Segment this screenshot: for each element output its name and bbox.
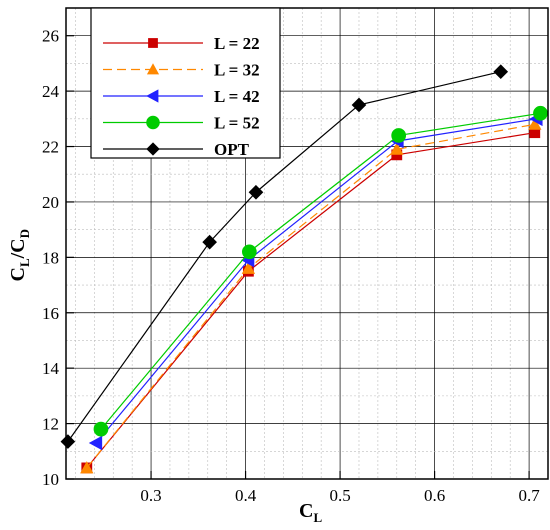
y-tick-label: 16	[42, 304, 59, 323]
plot-frame	[65, 7, 549, 480]
marker-diamond	[202, 234, 217, 250]
marker-triangle-up	[80, 461, 94, 474]
legend-label: OPT	[214, 140, 250, 159]
series-line	[86, 132, 535, 469]
y-axis-title-main2: C	[7, 238, 29, 252]
y-tick-label: 24	[42, 82, 60, 101]
marker-triangle-left	[88, 435, 103, 451]
x-axis-title-main: C	[299, 500, 313, 522]
legend-item: L = 32	[103, 61, 260, 80]
marker-triangle-left	[146, 89, 159, 103]
marker-circle	[391, 128, 407, 143]
legend-item: L = 42	[103, 87, 260, 106]
legend: L = 22 L = 32 L = 42 L = 52 OPT	[90, 7, 281, 159]
y-tick-label: 26	[42, 27, 59, 46]
marker-diamond	[248, 184, 264, 200]
marker-triangle-up	[528, 117, 542, 130]
series-0	[81, 127, 541, 474]
legend-item: L = 22	[103, 34, 260, 53]
series-4	[60, 64, 509, 449]
x-axis-title-sub: L	[313, 510, 322, 525]
series-layer	[60, 64, 548, 474]
marker-circle	[241, 244, 257, 260]
series-3	[93, 105, 548, 437]
legend-label: L = 42	[214, 87, 260, 106]
marker-circle	[533, 105, 548, 121]
marker-circle	[93, 421, 109, 437]
legend-item: OPT	[103, 140, 250, 159]
y-axis-title-sub2: D	[17, 229, 32, 238]
legend-item: L = 52	[103, 114, 260, 133]
y-axis-title-sub1: L	[17, 258, 32, 267]
marker-diamond	[493, 64, 509, 80]
y-tick-label: 20	[42, 193, 59, 212]
x-tick-label: 0.3	[140, 486, 161, 505]
series-line	[100, 112, 541, 430]
marker-triangle-up	[146, 63, 160, 75]
series-line	[95, 118, 537, 444]
y-axis-title: CL/CD	[7, 229, 32, 282]
legend-box	[90, 7, 281, 159]
series-line	[86, 123, 535, 469]
marker-circle	[146, 115, 160, 130]
y-tick-label: 18	[42, 248, 59, 267]
marker-diamond	[351, 97, 367, 113]
series-1	[80, 117, 542, 474]
series-2	[88, 111, 543, 451]
y-tick-label: 14	[42, 359, 60, 378]
y-tick-label: 12	[42, 415, 59, 434]
x-tick-label: 0.5	[329, 486, 350, 505]
y-axis-title-main1: C	[7, 267, 29, 281]
x-tick-label: 0.4	[235, 486, 257, 505]
marker-square	[148, 38, 158, 48]
marker-diamond	[146, 142, 160, 156]
y-tick-label: 22	[42, 138, 59, 157]
y-tick-label: 10	[42, 470, 59, 489]
marker-triangle-up	[390, 142, 404, 155]
marker-diamond	[60, 434, 76, 449]
ticks: 0.3 0.4 0.5 0.6 0.7 10 12 14 16 18 20 22 24 26	[42, 27, 540, 505]
legend-label: L = 22	[214, 34, 260, 53]
x-axis-title: CL	[299, 500, 322, 525]
legend-label: L = 52	[214, 114, 260, 133]
y-axis-title-slash: /	[7, 252, 29, 259]
legend-label: L = 32	[214, 61, 260, 80]
x-tick-label: 0.7	[518, 486, 540, 505]
x-tick-label: 0.6	[424, 486, 445, 505]
marker-triangle-up	[241, 261, 256, 274]
